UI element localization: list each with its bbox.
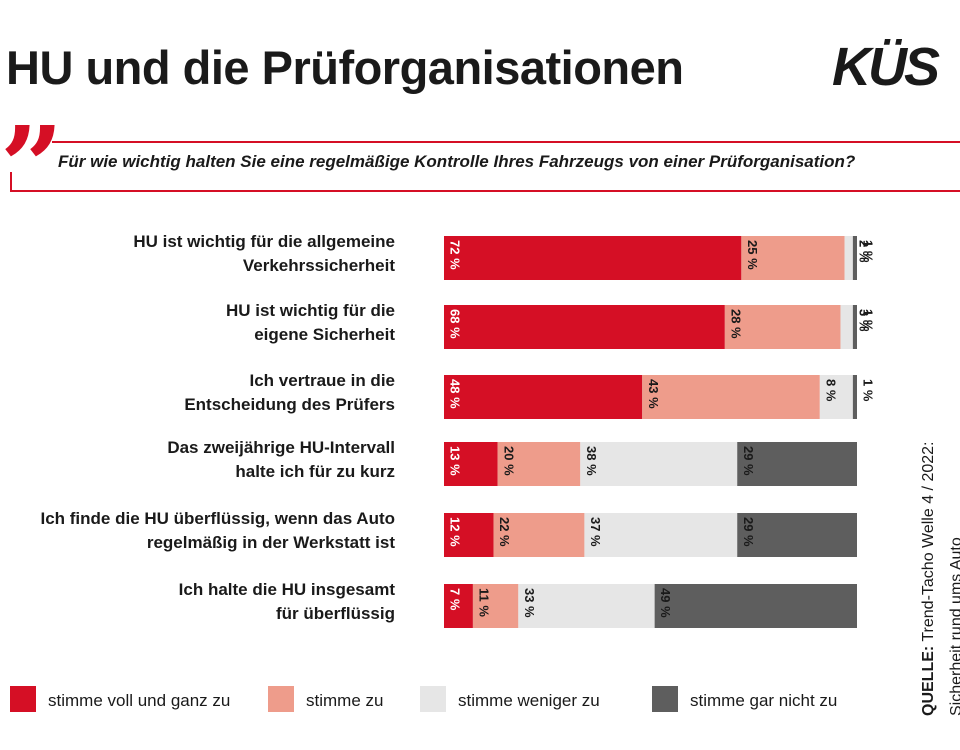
data-label: 28 % (728, 309, 743, 339)
bar-segment (840, 305, 853, 349)
bar-segment (497, 442, 581, 486)
bar-segment (654, 584, 857, 628)
data-label: 11 % (476, 588, 491, 617)
category-label: Verkehrssicherheit (243, 256, 395, 275)
category-label: halte ich für zu kurz (235, 462, 395, 481)
bar-segment (584, 513, 738, 557)
kues-logo: KÜS (832, 37, 940, 97)
question-frame-bottom (10, 190, 960, 192)
bar-segment (444, 584, 473, 628)
data-label: 20 % (501, 446, 516, 476)
data-label: 7 % (448, 588, 463, 611)
bar-segment (852, 236, 857, 280)
bar-segment (819, 375, 853, 419)
category-label: Das zweijährige HU-Intervall (167, 438, 395, 457)
legend-swatch (420, 686, 446, 712)
data-label: 13 % (448, 446, 463, 476)
data-label: 8 % (823, 379, 838, 402)
bar-segment (444, 305, 725, 349)
legend-swatch (652, 686, 678, 712)
page-title: HU und die Prüforganisationen (6, 41, 684, 94)
bar-segment (444, 375, 643, 419)
category-label: für überflüssig (276, 604, 395, 623)
category-label: Ich vertraue in die (250, 371, 396, 390)
data-label: 68 % (448, 309, 463, 339)
data-label: 25 % (745, 240, 760, 270)
source-text: Trend-Tacho Welle 4 / 2022: (920, 441, 937, 642)
data-label: 29 % (741, 446, 756, 476)
data-label: 37 % (588, 517, 603, 547)
data-label: 43 % (646, 379, 661, 409)
legend-label: stimme voll und ganz zu (48, 691, 231, 710)
data-label: 22 % (497, 517, 512, 547)
category-label: regelmäßig in der Werkstatt ist (147, 533, 395, 552)
bar-segment (642, 375, 820, 419)
stacked-bar-chart: HU ist wichtig für die allgemeine Verkehr… (40, 232, 876, 628)
category-label: HU ist wichtig für die (226, 301, 395, 320)
category-label: HU ist wichtig für die allgemeine (133, 232, 395, 251)
legend-swatch (268, 686, 294, 712)
legend-label: stimme gar nicht zu (690, 691, 838, 710)
source-note: QUELLE: Trend-Tacho Welle 4 / 2022: (920, 442, 938, 716)
bar-segment (737, 513, 857, 557)
bar-segment (472, 584, 519, 628)
quote-icon: ” (0, 102, 63, 231)
survey-question: Für wie wichtig halten Sie eine regelmäß… (58, 152, 856, 171)
question-frame-left (10, 172, 12, 192)
data-label: 38 % (584, 446, 599, 476)
legend-label: stimme weniger zu (458, 691, 600, 710)
bar-segment (724, 305, 841, 349)
bar-segment (444, 236, 742, 280)
bar-segment (852, 375, 857, 419)
data-label: 12 % (448, 517, 463, 547)
bar-segment (741, 236, 845, 280)
bar-segment (444, 442, 498, 486)
category-label: Ich halte die HU insgesamt (179, 580, 396, 599)
data-label: 49 % (658, 588, 673, 618)
question-frame-top (52, 141, 960, 143)
bar-segment (844, 236, 853, 280)
bar-segment (852, 305, 857, 349)
data-label: 3 % (856, 309, 871, 332)
bar-segment (493, 513, 585, 557)
category-label: Entscheidung des Prüfers (184, 395, 395, 414)
data-label: 1 % (861, 240, 876, 263)
source-note-line-2: Sicherheit rund ums Auto (948, 537, 960, 716)
data-label: 1 % (861, 309, 876, 332)
source-label: QUELLE: (920, 645, 937, 716)
category-label: Ich finde die HU überflüssig, wenn das A… (40, 509, 395, 528)
data-label: 29 % (741, 517, 756, 547)
bar-segment (518, 584, 655, 628)
data-label: 1 % (861, 379, 876, 402)
bar-segment (737, 442, 857, 486)
chart-legend: stimme voll und ganz zu stimme zu stimme w… (0, 682, 900, 716)
legend-label: stimme zu (306, 691, 384, 710)
bar-segment (580, 442, 738, 486)
data-label: 72 % (448, 240, 463, 270)
legend-swatch (10, 686, 36, 712)
bar-segment (444, 513, 494, 557)
data-label: 48 % (448, 379, 463, 409)
data-label: 33 % (522, 588, 537, 618)
category-label: eigene Sicherheit (254, 325, 395, 344)
data-label: 2 % (856, 240, 871, 263)
